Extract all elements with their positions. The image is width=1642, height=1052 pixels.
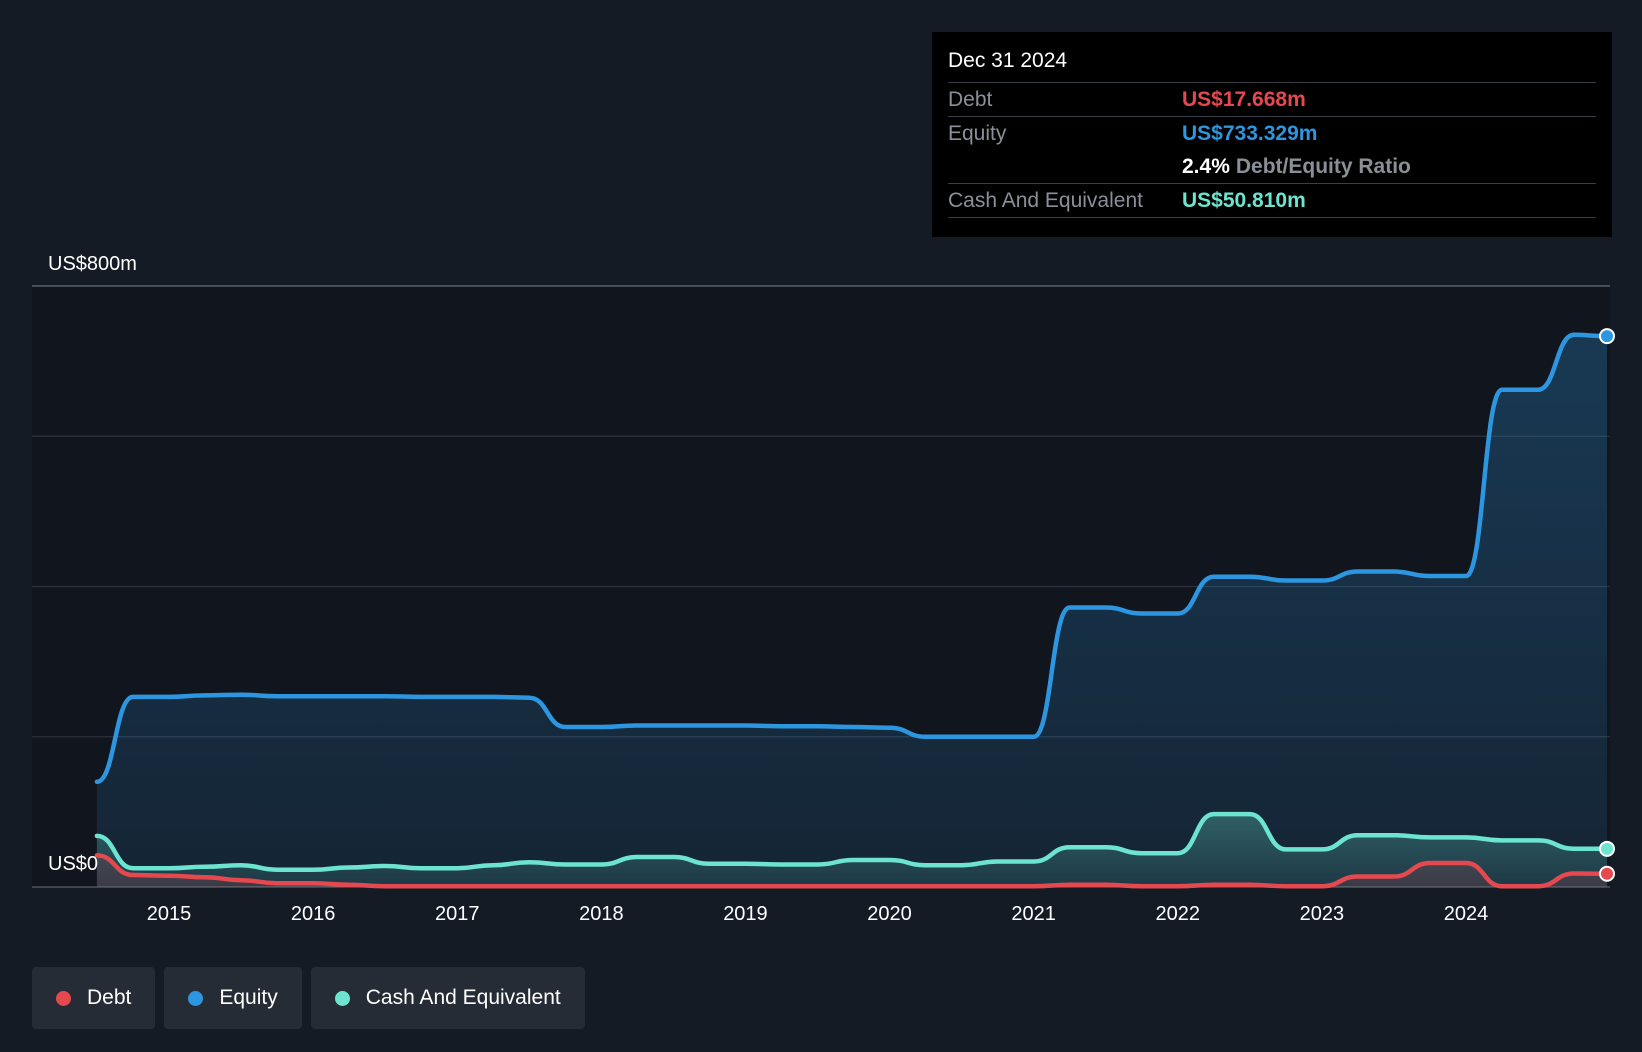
tooltip-ratio-label: Debt/Equity Ratio bbox=[1235, 154, 1411, 178]
legend-item-equity[interactable]: Equity bbox=[164, 967, 302, 1029]
legend-label-debt: Debt bbox=[87, 986, 132, 1009]
endpoint-cash-and-equivalent bbox=[1599, 840, 1615, 857]
x-tick-label: 2019 bbox=[723, 903, 768, 925]
cash-dot-icon bbox=[334, 990, 350, 1006]
line-debt bbox=[94, 853, 1610, 889]
tooltip-debt-row: Debt US$17.668m bbox=[948, 82, 1596, 116]
equity-dot-icon bbox=[188, 990, 204, 1006]
debt-dot-icon bbox=[56, 990, 71, 1006]
legend-item-cash[interactable]: Cash And Equivalent bbox=[310, 967, 585, 1029]
tooltip-debt-label: Debt bbox=[948, 87, 993, 111]
y-tick-label-zero: US$0 bbox=[48, 853, 98, 875]
x-tick-label: 2024 bbox=[1444, 903, 1489, 925]
tooltip-ratio-row: 2.4% Debt/Equity Ratio bbox=[948, 150, 1596, 183]
tooltip-cash-value: US$50.810m bbox=[1182, 188, 1306, 212]
tooltip: Dec 31 2024 Debt US$17.668m Equity US$73… bbox=[932, 32, 1612, 237]
tooltip-equity-value: US$733.329m bbox=[1182, 121, 1318, 145]
tooltip-equity-row: Equity US$733.329m bbox=[948, 116, 1596, 150]
legend-item-debt[interactable]: Debt bbox=[32, 967, 156, 1029]
tooltip-cash-label: Cash And Equivalent bbox=[948, 188, 1143, 212]
legend: Debt Equity Cash And Equivalent bbox=[32, 967, 594, 1029]
line-equity bbox=[94, 332, 1610, 785]
x-tick-label: 2017 bbox=[435, 903, 480, 925]
series-endpoints bbox=[1599, 328, 1615, 882]
x-tick-label: 2022 bbox=[1156, 903, 1201, 925]
x-axis-ticks: 2015 2016 2017 2018 2019 2020 2021 2022 2023 2024 bbox=[147, 903, 1489, 925]
x-tick-label: 2016 bbox=[291, 903, 336, 925]
series-lines bbox=[94, 332, 1610, 889]
tooltip-date: Dec 31 2024 bbox=[948, 49, 1068, 72]
x-tick-label: 2018 bbox=[579, 903, 624, 925]
area-debt bbox=[96, 855, 1607, 887]
legend-label-equity: Equity bbox=[219, 986, 278, 1009]
legend-label-cash: Cash And Equivalent bbox=[365, 986, 561, 1009]
x-tick-label: 2021 bbox=[1011, 903, 1056, 925]
tooltip-debt-value: US$17.668m bbox=[1182, 87, 1306, 111]
tooltip-equity-label: Equity bbox=[948, 121, 1007, 145]
line-cash-and-equivalent bbox=[94, 811, 1610, 872]
x-tick-label: 2023 bbox=[1300, 903, 1345, 925]
y-tick-label-top: US$800m bbox=[48, 253, 137, 275]
tooltip-cash-row: Cash And Equivalent US$50.810m bbox=[948, 183, 1596, 218]
endpoint-equity bbox=[1599, 328, 1615, 345]
area-equity bbox=[96, 334, 1607, 887]
endpoint-debt bbox=[1599, 865, 1615, 882]
x-tick-label: 2020 bbox=[867, 903, 912, 925]
x-tick-label: 2015 bbox=[147, 903, 192, 925]
tooltip-ratio-value: 2.4% bbox=[1182, 154, 1230, 178]
